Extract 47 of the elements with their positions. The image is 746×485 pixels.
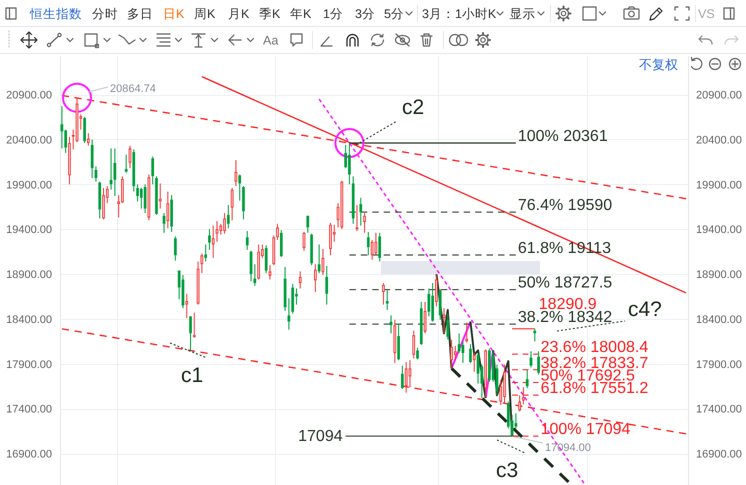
text: 3分 — [355, 7, 375, 21]
y-tick-label: 20400.00 — [6, 134, 52, 146]
text: 年K — [290, 7, 312, 21]
level-label: 100% 20361 — [518, 128, 608, 145]
y2-tick-label: 20400.00 — [696, 134, 742, 146]
level-label: 50% 18727.5 — [518, 274, 612, 292]
text: 显示 — [510, 7, 536, 21]
y2-tick-label: 18900.00 — [696, 269, 742, 282]
y2-tick-label: 18400.00 — [696, 314, 742, 326]
annotation: c4? — [628, 298, 662, 321]
text: 月K — [228, 7, 250, 21]
annotation: c3 — [496, 459, 518, 482]
y-tick-label: 19400.00 — [6, 224, 52, 236]
annotation: 不复权 — [639, 57, 678, 72]
text: 周K — [194, 7, 216, 21]
y2-tick-label: 17900.00 — [696, 358, 742, 371]
y-tick-label: 16900.00 — [6, 448, 52, 461]
y2-tick-label: 16900.00 — [696, 448, 742, 461]
level-label: 38.2% 18342 — [518, 309, 612, 326]
annotation: c1 — [181, 364, 204, 387]
annotation: 20864.74 — [110, 83, 156, 95]
text: VS — [698, 7, 715, 21]
annotation: 17094.00 — [545, 442, 591, 454]
y-tick-label: 17400.00 — [6, 404, 52, 416]
y-tick-label: 20900.00 — [6, 90, 52, 102]
y2-tick-label: 19900.00 — [696, 179, 742, 192]
y2-tick-label: 20900.00 — [696, 90, 742, 102]
y-tick-label: 17900.00 — [6, 358, 52, 371]
text: 恒生指数 — [29, 7, 82, 21]
text: Aa — [263, 34, 278, 48]
level-label: 17094 — [298, 428, 343, 446]
text: 分时 — [92, 7, 118, 21]
text: 5分 — [384, 7, 404, 21]
text: 季K — [259, 7, 281, 21]
text: 日K — [163, 7, 185, 21]
y2-tick-label: 17400.00 — [696, 404, 742, 416]
y-tick-label: 18400.00 — [6, 314, 52, 326]
annotation: c2 — [402, 96, 424, 119]
level-label: 76.4% 19590 — [518, 197, 612, 214]
y-tick-label: 19900.00 — [6, 179, 52, 192]
text: 1分 — [323, 7, 343, 21]
y2-tick-label: 19400.00 — [696, 224, 742, 236]
level-label: 23.6% 18008.4 — [540, 339, 648, 356]
text: 多日 — [127, 7, 153, 21]
y-tick-label: 18900.00 — [6, 269, 52, 282]
level-label: 100% 17094 — [540, 421, 630, 438]
text: 3月：1小时K — [422, 7, 497, 21]
